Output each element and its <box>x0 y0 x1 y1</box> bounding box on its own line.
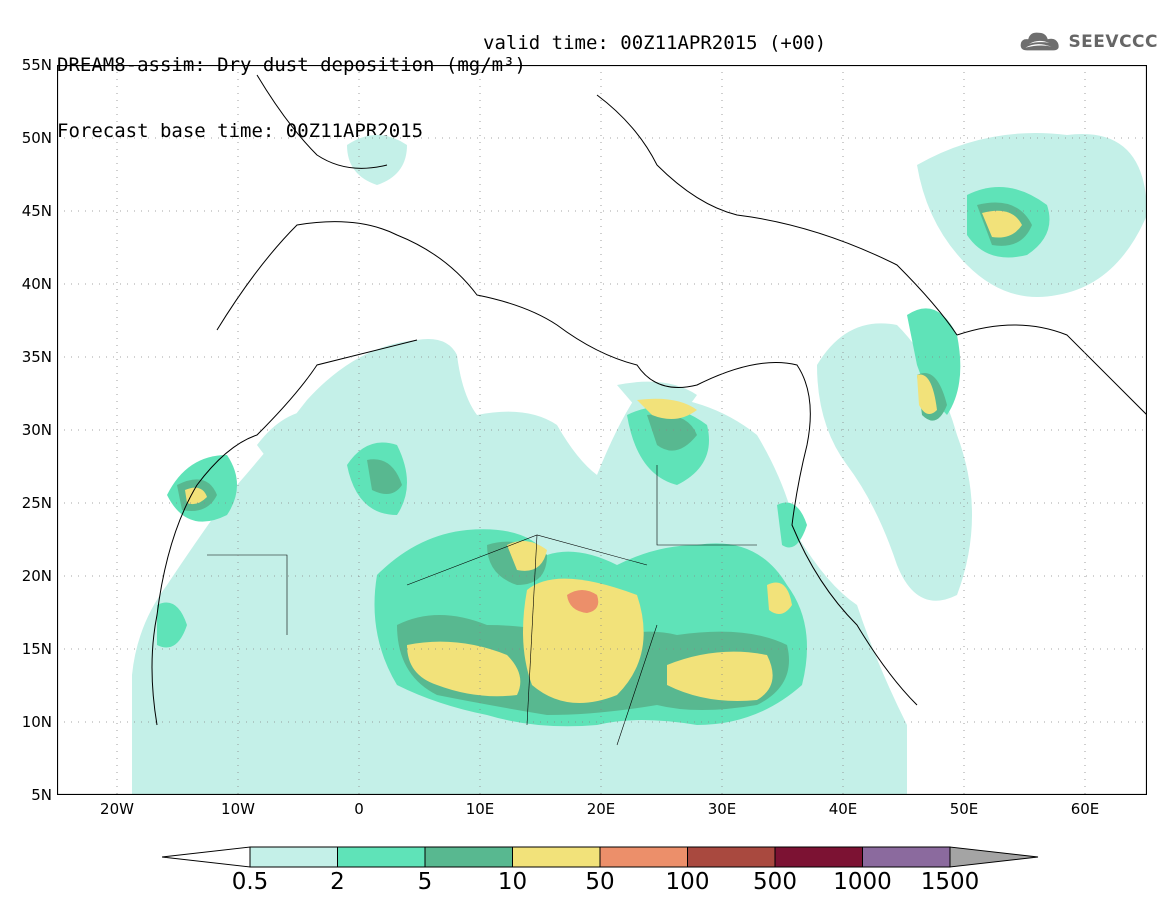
colorbar-swatch <box>424 846 513 868</box>
lat-tick-label: 25N <box>21 494 52 512</box>
colorbar-swatches <box>161 846 1039 868</box>
lat-tick-label: 35N <box>21 348 52 366</box>
lat-tick-label: 15N <box>21 640 52 658</box>
lon-tick-label: 20E <box>586 800 616 818</box>
colorbar-swatch-under <box>161 846 251 868</box>
colorbar-swatch <box>512 846 601 868</box>
lat-tick-label: 5N <box>31 786 52 804</box>
colorbar-level-label: 50 <box>585 869 615 895</box>
lat-tick-label: 20N <box>21 567 52 585</box>
lon-tick-label: 0 <box>354 800 364 818</box>
dust-deposition-map <box>57 65 1147 795</box>
map-plot-area <box>57 65 1147 795</box>
map-border <box>57 65 1147 795</box>
colorbar-swatch <box>337 846 426 868</box>
colorbar-level-label: 1000 <box>833 869 892 895</box>
colorbar-level-label: 500 <box>753 869 797 895</box>
lat-tick-label: 40N <box>21 275 52 293</box>
lon-tick-label: 10W <box>221 800 255 818</box>
colorbar-swatch <box>249 846 338 868</box>
valid-time: valid time: 00Z11APR2015 (+00) <box>483 32 827 54</box>
colorbar-swatch <box>687 846 776 868</box>
lat-tick-label: 45N <box>21 202 52 220</box>
colorbar-level-label: 5 <box>417 869 433 895</box>
lat-tick-label: 50N <box>21 129 52 147</box>
lat-tick-label: 30N <box>21 421 52 439</box>
lon-tick-label: 30E <box>707 800 737 818</box>
colorbar-level-label: 100 <box>665 869 710 895</box>
colorbar-level-label: 2 <box>330 869 345 895</box>
colorbar-swatch <box>774 846 863 868</box>
lat-tick-label: 55N <box>21 56 52 74</box>
logo-text: SEEVCCC <box>1068 32 1158 52</box>
colorbar-swatch <box>599 846 688 868</box>
lon-tick-label: 10E <box>465 800 495 818</box>
lon-tick-label: 60E <box>1070 800 1100 818</box>
graticule <box>57 65 1147 795</box>
contour-level-50 <box>567 590 599 613</box>
colorbar-legend <box>161 843 1042 879</box>
country-borders <box>207 465 757 746</box>
forecast-base-time: Forecast base time: 00Z11APR2015 <box>57 120 424 142</box>
colorbar-level-label: 1500 <box>920 869 980 895</box>
seevccc-logo: SEEVCCC <box>1018 25 1158 59</box>
lon-tick-label: 20W <box>100 800 134 818</box>
colorbar-swatch <box>862 846 951 868</box>
contour-level-10 <box>185 210 1022 703</box>
lon-tick-label: 40E <box>828 800 858 818</box>
lon-tick-label: 50E <box>949 800 979 818</box>
colorbar-level-label: 0.5 <box>231 869 269 895</box>
lat-tick-label: 10N <box>21 713 52 731</box>
cloud-logo-icon <box>1020 32 1059 51</box>
colorbar-level-label: 10 <box>497 869 528 895</box>
coastlines <box>151 74 1147 726</box>
colorbar-swatch-over <box>949 846 1039 868</box>
